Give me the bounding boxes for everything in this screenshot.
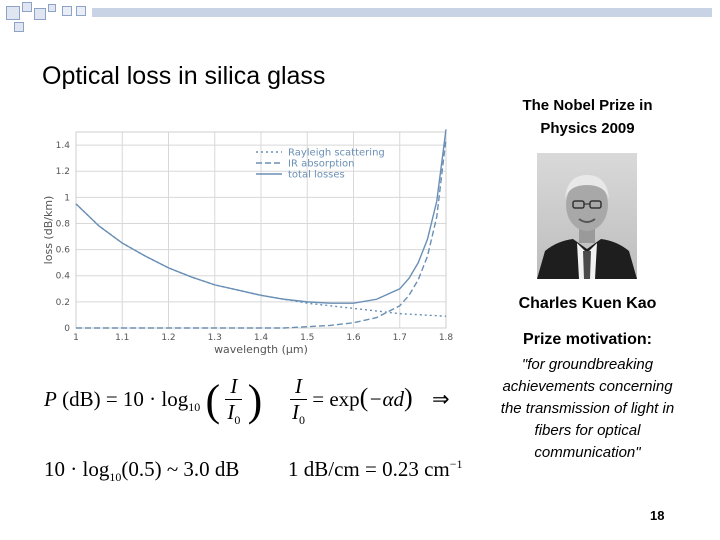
x-tick-label: 1.3 <box>208 333 222 343</box>
laureate-portrait <box>537 153 637 279</box>
equation-db-per-cm: 1 dB/cm = 0.23 cm−1 <box>288 457 463 482</box>
equation-3db: 10 · log10(0.5) ~ 3.0 dB <box>44 457 239 485</box>
series-line <box>76 138 447 329</box>
eq1-frac-num: I <box>225 374 243 400</box>
eq1-eq: = 10 · log <box>105 386 189 411</box>
eq1-sub: 10 <box>188 400 201 415</box>
eq4-sup: −1 <box>449 457 463 471</box>
y-tick-label: 0.2 <box>56 298 70 308</box>
eq1-unit: (dB) <box>62 386 101 411</box>
x-tick-label: 1 <box>73 333 79 343</box>
y-tick-label: 1.2 <box>56 167 70 177</box>
motivation-heading: Prize motivation: <box>523 331 652 348</box>
equation-db-definition: P (dB) = 10 · log10 ( I I0 ) <box>44 374 262 428</box>
equation-exponential-decay: I I0 = exp(−αd) ⇒ <box>290 374 450 428</box>
y-tick-label: 1 <box>64 193 70 203</box>
y-tick-label: 0.4 <box>56 272 71 282</box>
eq1-lhs: P <box>44 386 57 411</box>
x-axis-label: wavelength (µm) <box>214 343 308 356</box>
y-tick-label: 1.4 <box>56 141 71 151</box>
eq2-implies: ⇒ <box>431 386 450 411</box>
slide-title: Optical loss in silica glass <box>42 62 326 90</box>
y-tick-label: 0.8 <box>56 219 71 229</box>
loss-chart: 1 1.1 1.2 1.3 1.4 1.5 1.6 1.7 1.8 0 0.2 0.4 0.6 0.8 1 1… <box>42 129 454 356</box>
eq1-close-paren: ) <box>247 376 263 426</box>
eq1-frac-den: I <box>227 400 235 424</box>
legend-label: Rayleigh scattering <box>288 148 385 159</box>
x-tick-label: 1.5 <box>300 333 314 343</box>
eq2-arg: −αd <box>368 386 405 411</box>
eq2-close-paren: ) <box>404 382 413 412</box>
y-axis-label: loss (dB/km) <box>42 196 55 265</box>
eq1-fraction: I I0 <box>225 374 243 428</box>
x-tick-label: 1.8 <box>439 333 454 343</box>
eq2-frac-den: I <box>292 400 299 424</box>
eq2-open-paren: ( <box>359 382 369 412</box>
x-tick-label: 1.7 <box>393 333 407 343</box>
legend-label: total losses <box>288 170 345 181</box>
page-number: 18 <box>650 508 665 523</box>
y-tick-label: 0.6 <box>56 246 71 256</box>
eq2-frac-den-sub: 0 <box>299 413 305 428</box>
laureate-name: Charles Kuen Kao <box>518 295 657 312</box>
eq1-open-paren: ( <box>205 376 221 426</box>
eq2-frac-num: I <box>290 374 307 400</box>
eq1-frac-den-sub: 0 <box>234 413 241 428</box>
eq4-text: 1 dB/cm = 0.23 cm <box>288 457 450 481</box>
x-tick-label: 1.6 <box>346 333 361 343</box>
eq2-fraction: I I0 <box>290 374 307 428</box>
eq3-sub: 10 <box>109 470 122 485</box>
legend-label: IR absorption <box>288 159 355 170</box>
x-tick-label: 1.2 <box>161 333 175 343</box>
eq3-text-b: (0.5) ~ 3.0 dB <box>121 457 240 481</box>
motivation-text: "for groundbreaking achievements concern… <box>500 356 675 461</box>
x-tick-label: 1.4 <box>254 333 269 343</box>
series-line <box>75 129 447 304</box>
eq2-rhs: = exp <box>312 386 360 411</box>
nobel-heading: The Nobel Prize in Physics 2009 <box>522 97 653 137</box>
y-tick-label: 0 <box>64 324 70 334</box>
eq3-text-a: 10 · log <box>44 457 110 481</box>
x-tick-label: 1.1 <box>115 333 129 343</box>
